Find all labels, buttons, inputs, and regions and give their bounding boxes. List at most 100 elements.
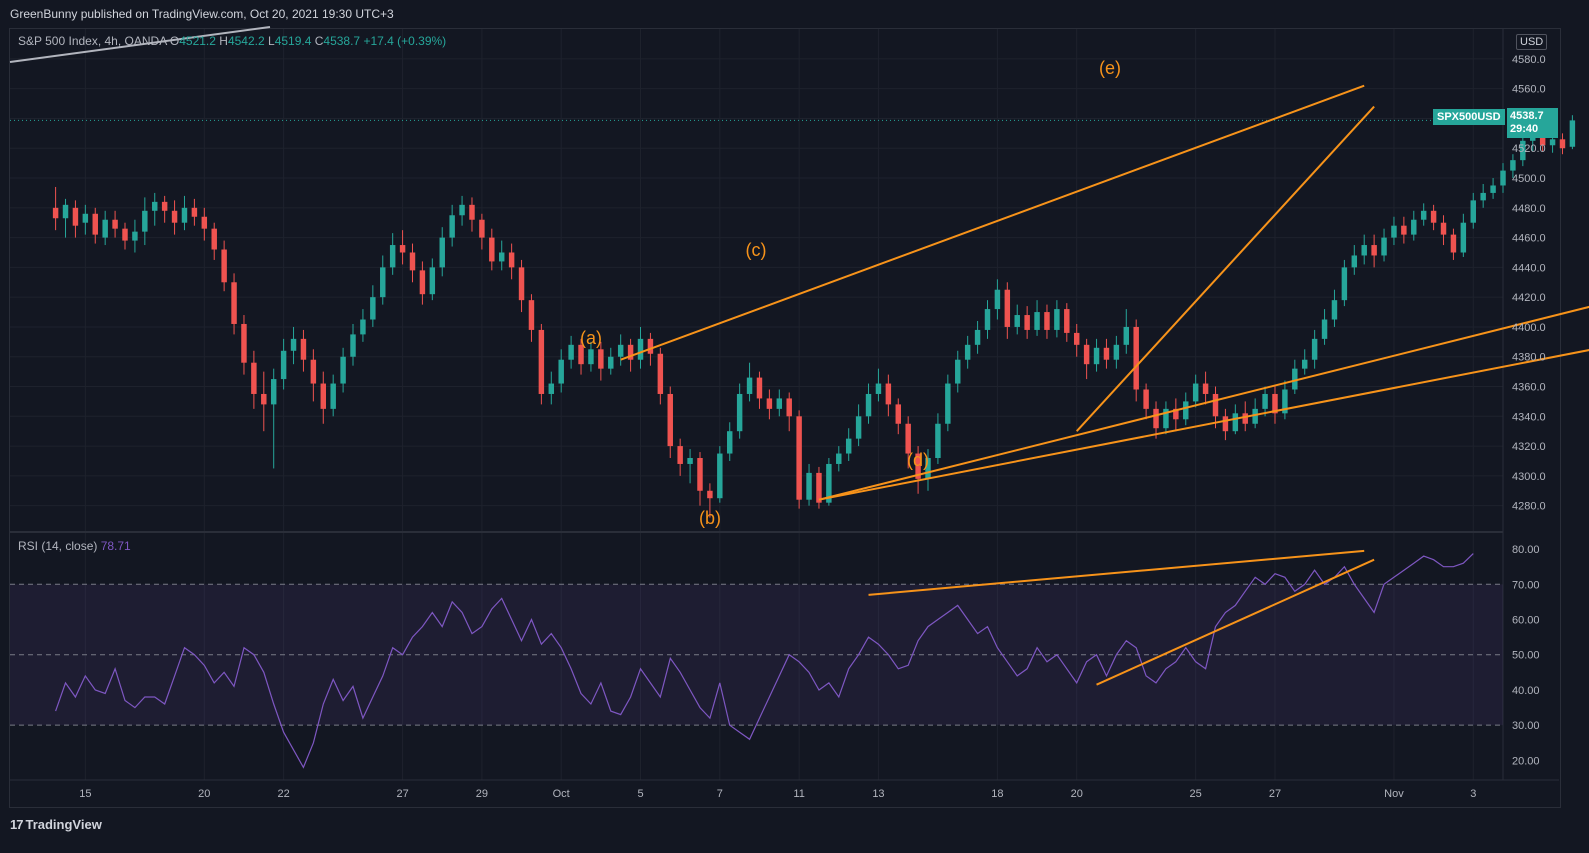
price-tick-label: 4460.0 bbox=[1512, 233, 1546, 245]
candle-body bbox=[667, 393, 673, 447]
candle-body bbox=[459, 204, 465, 216]
candle bbox=[360, 309, 366, 342]
rsi-tick-label: 20.00 bbox=[1512, 755, 1540, 767]
candle-body bbox=[1530, 136, 1536, 141]
price-tick-label: 4560.0 bbox=[1512, 84, 1546, 96]
candle bbox=[62, 198, 69, 238]
candle bbox=[171, 200, 178, 235]
candle bbox=[1034, 300, 1040, 336]
wave-label: (e) bbox=[1099, 58, 1121, 78]
candle bbox=[637, 326, 644, 369]
candle bbox=[508, 243, 515, 280]
time-tick-label: 29 bbox=[476, 788, 488, 800]
candle-body bbox=[578, 344, 584, 365]
candle-body bbox=[925, 458, 931, 479]
candle bbox=[340, 347, 346, 393]
candle-body bbox=[1351, 255, 1358, 268]
candle-body bbox=[1123, 326, 1130, 345]
candle bbox=[776, 389, 783, 417]
candle-body bbox=[1381, 237, 1387, 256]
tradingview-footer[interactable]: 17 TradingView bbox=[10, 817, 102, 832]
rsi-band bbox=[10, 583, 1503, 726]
currency-label[interactable]: USD bbox=[1516, 34, 1548, 50]
candle bbox=[697, 452, 703, 506]
candle bbox=[766, 389, 773, 420]
candle bbox=[1054, 300, 1060, 338]
candle-body bbox=[1510, 160, 1516, 171]
candle bbox=[1450, 228, 1457, 260]
candle-body bbox=[647, 338, 654, 354]
candle-body bbox=[657, 353, 664, 394]
candle bbox=[756, 371, 763, 409]
candle-body bbox=[300, 338, 307, 360]
candle-body bbox=[756, 377, 763, 399]
candle-body bbox=[251, 362, 257, 394]
candle-body bbox=[211, 228, 217, 250]
candle-body bbox=[845, 438, 852, 454]
candle-body bbox=[826, 463, 832, 503]
candle bbox=[796, 410, 802, 509]
time-tick-label: Nov bbox=[1384, 788, 1404, 800]
candle-body bbox=[370, 297, 376, 320]
rsi-legend: RSI (14, close) 78.71 bbox=[18, 539, 131, 553]
candle-body bbox=[409, 252, 416, 271]
candle-body bbox=[568, 344, 574, 360]
candle-body bbox=[776, 398, 783, 409]
candle bbox=[845, 428, 852, 461]
candle bbox=[1559, 133, 1566, 155]
candle bbox=[1302, 349, 1308, 375]
candle-body bbox=[429, 267, 436, 295]
candle bbox=[905, 416, 911, 469]
candle bbox=[1093, 338, 1100, 372]
legend-low-label: L bbox=[268, 34, 275, 48]
candle-body bbox=[142, 210, 148, 232]
legend-change: +17.4 (+0.39%) bbox=[363, 34, 447, 48]
candle-body bbox=[469, 204, 475, 220]
candle bbox=[974, 320, 981, 354]
candle-body bbox=[1292, 368, 1298, 390]
candle bbox=[1520, 133, 1526, 167]
candle-body bbox=[1212, 393, 1219, 417]
candle bbox=[568, 335, 574, 369]
candle bbox=[657, 347, 664, 405]
candle-body bbox=[62, 204, 69, 219]
candle-body bbox=[836, 453, 842, 464]
candle bbox=[588, 341, 594, 372]
candle-body bbox=[1341, 267, 1348, 301]
rsi-tick-label: 30.00 bbox=[1512, 720, 1540, 732]
candle bbox=[1460, 213, 1467, 257]
candle-body bbox=[1252, 408, 1258, 424]
candle bbox=[380, 255, 386, 305]
candle bbox=[875, 368, 882, 402]
candle bbox=[1440, 215, 1447, 246]
candle-body bbox=[855, 416, 862, 439]
candle-body bbox=[1073, 332, 1080, 345]
candle bbox=[935, 413, 941, 464]
candle bbox=[102, 210, 108, 246]
candle-body bbox=[261, 393, 267, 405]
candle-body bbox=[1490, 185, 1496, 193]
candle bbox=[439, 227, 445, 277]
candle bbox=[479, 213, 485, 250]
candle bbox=[1252, 398, 1258, 429]
candle-body bbox=[439, 237, 445, 268]
candle-body bbox=[786, 398, 792, 417]
candle-body bbox=[1262, 393, 1268, 409]
inner-trendline bbox=[1075, 105, 1375, 432]
candle-body bbox=[796, 416, 802, 500]
candle-body bbox=[310, 359, 317, 384]
candle-body bbox=[1520, 140, 1526, 161]
candle bbox=[1500, 163, 1506, 193]
candle bbox=[1004, 282, 1011, 339]
candle-body bbox=[1183, 401, 1189, 420]
time-tick-label: 20 bbox=[198, 788, 210, 800]
candle-body bbox=[1163, 408, 1169, 429]
time-tick-label: 27 bbox=[396, 788, 408, 800]
rsi-tick-label: 40.00 bbox=[1512, 685, 1540, 697]
footer-brand: TradingView bbox=[25, 817, 102, 832]
candle-body bbox=[1500, 170, 1506, 186]
candle-body bbox=[895, 404, 901, 424]
candle bbox=[895, 398, 901, 435]
candle-body bbox=[1202, 383, 1209, 394]
